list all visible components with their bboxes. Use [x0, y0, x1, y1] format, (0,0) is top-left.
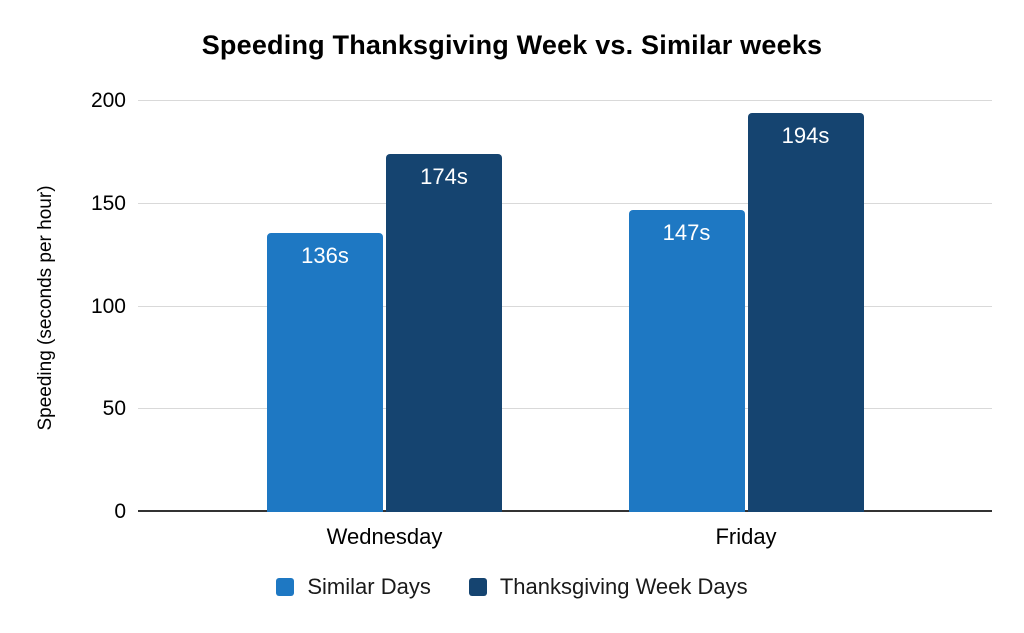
legend-item-similar-days: Similar Days	[276, 574, 431, 600]
legend-item-thanksgiving-week-days: Thanksgiving Week Days	[468, 574, 748, 600]
y-tick-label-200: 200	[90, 89, 126, 112]
bar-value-label-wednesday-thanksgiving-week-days: 174s	[420, 164, 468, 190]
legend-label: Similar Days	[307, 574, 431, 599]
gridline-50	[138, 408, 992, 410]
y-tick-label-0: 0	[114, 500, 126, 523]
bar-value-label-friday-thanksgiving-week-days: 194s	[781, 123, 830, 149]
bar-value-label-wednesday-similar-days: 136s	[301, 242, 349, 268]
legend-label: Thanksgiving Week Days	[499, 574, 748, 599]
bar-thanksgiving-week-days-friday: 194s	[747, 113, 864, 512]
legend: Similar Days Thanksgiving Week Days	[0, 572, 1024, 602]
x-axis-label-friday: Friday	[715, 524, 777, 549]
legend-swatch-icon	[276, 578, 295, 596]
bar-similar-days-friday: 147s	[628, 209, 745, 512]
y-tick-label-100: 100	[90, 294, 126, 318]
gridline-200	[138, 100, 992, 101]
bar-value-label-friday-similar-days: 147s	[662, 219, 711, 245]
x-axis-label-wednesday: Wednesday	[326, 524, 443, 549]
legend-swatch-icon	[468, 578, 487, 596]
bar-thanksgiving-week-days-wednesday: 174s	[386, 154, 502, 512]
y-tick-label-150: 150	[90, 191, 126, 215]
gridline-100	[138, 305, 992, 307]
gridline-150	[138, 202, 992, 204]
y-tick-label-50: 50	[102, 397, 126, 421]
bar-similar-days-wednesday: 136s	[267, 232, 383, 512]
plot-area: 136s 147s 174s 194s	[138, 100, 992, 512]
chart-title: Speeding Thanksgiving Week vs. Similar w…	[201, 30, 823, 60]
x-axis-line	[138, 510, 992, 512]
